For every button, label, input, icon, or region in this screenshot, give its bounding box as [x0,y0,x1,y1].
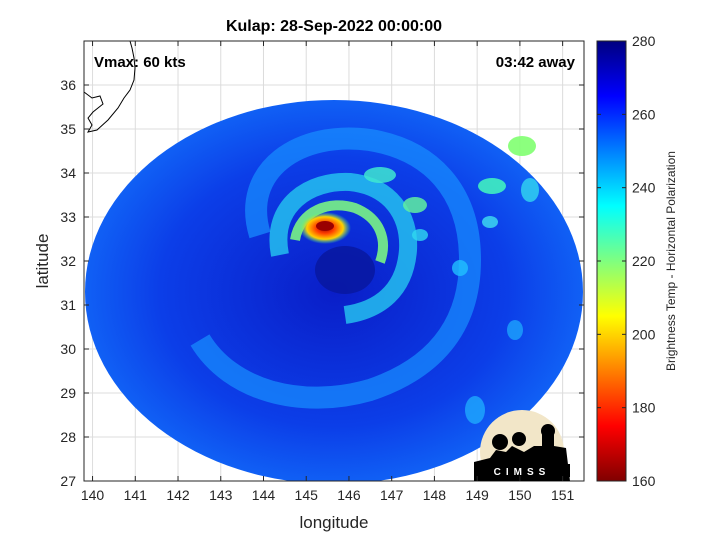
logo-tower-top [541,424,555,438]
plot-area: Vmax: 60 kts 03:42 away CIMSS [83,40,585,482]
band-cell [412,229,428,241]
x-tick-label: 144 [252,487,276,503]
x-tick-label: 150 [508,487,532,503]
band-cell [521,178,539,202]
chart-title: Kulap: 28-Sep-2022 00:00:00 [226,18,442,35]
y-tick-label: 32 [60,253,76,269]
time-away-annotation: 03:42 away [496,54,576,71]
logo-dish [492,434,508,450]
x-tick-label: 151 [551,487,575,503]
y-tick-label: 29 [60,385,76,401]
colorbar-ticks: 160 180 200 220 240 260 280 [597,33,656,489]
x-tick-label: 148 [423,487,447,503]
band-cell [507,320,523,340]
x-tick-label: 146 [337,487,361,503]
y-axis-label: latitude [33,234,52,289]
y-tick-label: 34 [60,165,76,181]
cimss-logo: CIMSS [474,410,570,481]
x-axis-label: longitude [299,513,368,532]
colorbar-tick-label: 280 [632,33,656,49]
x-tick-label: 149 [465,487,489,503]
eye-dark-region [315,246,375,294]
band-cell [508,136,536,156]
colorbar-tick-label: 240 [632,180,656,196]
colorbar-tick-label: 200 [632,326,656,342]
y-tick-label: 35 [60,121,76,137]
colorbar: 160 180 200 220 240 260 280 Brightness Temp - … [596,33,678,489]
microwave-swath [85,100,583,481]
colorbar-tick-label: 180 [632,400,656,416]
y-tick-label: 33 [60,209,76,225]
warm-core-peak [316,221,334,231]
y-tick-label: 30 [60,341,76,357]
logo-text: CIMSS [494,467,551,478]
x-tick-label: 141 [124,487,148,503]
y-tick-label: 31 [60,297,76,313]
band-cell [482,216,498,228]
x-tick-label: 147 [380,487,404,503]
x-tick-label: 140 [81,487,105,503]
band-cell [364,167,396,183]
colorbar-tick-label: 160 [632,473,656,489]
logo-band [474,464,570,477]
colorbar-label: Brightness Temp - Horizontal Polarizatio… [664,151,678,371]
band-cell [465,396,485,424]
band-cell [452,260,468,276]
x-tick-label: 142 [166,487,190,503]
colorbar-tick-label: 260 [632,106,656,122]
x-axis: 140 141 142 143 144 145 146 147 148 149 150 151 [81,41,575,503]
x-tick-label: 143 [209,487,233,503]
colorbar-gradient [596,40,627,482]
colorbar-tick-label: 220 [632,253,656,269]
logo-dish [512,432,526,446]
y-axis: 27 28 29 30 31 32 33 34 35 36 [60,77,584,489]
band-cell [403,197,427,213]
y-tick-label: 36 [60,77,76,93]
y-tick-label: 28 [60,429,76,445]
coastline [83,40,136,133]
y-tick-label: 27 [60,473,76,489]
rain-band-outer [190,127,482,409]
band-cell [478,178,506,194]
rain-band-inner [269,172,418,324]
vmax-annotation: Vmax: 60 kts [94,54,186,71]
x-tick-label: 145 [295,487,319,503]
